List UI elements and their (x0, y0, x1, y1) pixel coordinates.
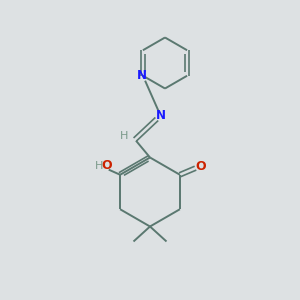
Text: O: O (101, 159, 112, 172)
Text: O: O (195, 160, 206, 173)
Text: N: N (155, 109, 166, 122)
Text: H: H (95, 161, 103, 171)
Text: H: H (119, 131, 128, 141)
Text: N: N (137, 69, 147, 82)
